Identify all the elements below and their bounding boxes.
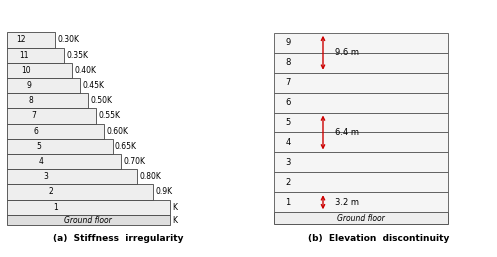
Text: 2: 2 xyxy=(285,178,291,187)
Text: 12: 12 xyxy=(16,35,26,44)
Text: 0.70K: 0.70K xyxy=(123,157,145,166)
Text: 9.6 m: 9.6 m xyxy=(335,48,359,57)
Text: 3: 3 xyxy=(43,172,48,181)
Bar xyxy=(6,184,153,199)
Text: 4: 4 xyxy=(38,157,43,166)
Bar xyxy=(6,32,56,48)
Text: 9: 9 xyxy=(285,38,291,47)
Text: 11: 11 xyxy=(19,51,28,60)
Text: 1: 1 xyxy=(285,198,291,207)
Text: Ground floor: Ground floor xyxy=(337,214,385,223)
Text: 6: 6 xyxy=(285,98,291,107)
Text: 1: 1 xyxy=(53,203,58,212)
Text: 6: 6 xyxy=(33,127,38,136)
Text: 7: 7 xyxy=(285,78,291,87)
Text: 0.40K: 0.40K xyxy=(74,66,96,75)
Text: 5: 5 xyxy=(36,142,41,151)
Text: 0.60K: 0.60K xyxy=(107,127,129,136)
Bar xyxy=(6,108,96,124)
Text: 3.2 m: 3.2 m xyxy=(335,198,359,207)
Text: 0.80K: 0.80K xyxy=(140,172,162,181)
Text: 0.30K: 0.30K xyxy=(58,35,80,44)
Bar xyxy=(6,199,169,215)
Text: 8: 8 xyxy=(29,96,33,105)
Bar xyxy=(274,133,448,152)
Bar xyxy=(274,93,448,113)
Text: 0.65K: 0.65K xyxy=(115,142,137,151)
Text: K: K xyxy=(172,216,177,225)
Bar xyxy=(274,192,448,212)
Text: Ground floor: Ground floor xyxy=(64,216,112,225)
Bar xyxy=(6,93,88,108)
Text: 10: 10 xyxy=(21,66,31,75)
Bar xyxy=(6,169,137,184)
Bar xyxy=(274,33,448,53)
Text: 0.50K: 0.50K xyxy=(90,96,112,105)
Text: 0.55K: 0.55K xyxy=(99,112,121,121)
Text: K: K xyxy=(172,203,177,212)
Bar xyxy=(6,63,72,78)
Text: 8: 8 xyxy=(285,58,291,67)
Bar xyxy=(274,152,448,172)
Text: 5: 5 xyxy=(285,118,291,127)
Text: 2: 2 xyxy=(48,187,53,196)
Text: 7: 7 xyxy=(31,112,36,121)
Bar xyxy=(6,48,64,63)
Bar xyxy=(274,73,448,93)
Text: 4: 4 xyxy=(285,138,291,147)
Text: (b)  Elevation  discontinuity: (b) Elevation discontinuity xyxy=(308,234,449,243)
Bar xyxy=(6,154,121,169)
Bar xyxy=(274,212,448,224)
Bar xyxy=(274,113,448,133)
Text: (a)  Stiffness  irregularity: (a) Stiffness irregularity xyxy=(53,234,183,243)
Bar xyxy=(274,172,448,192)
Bar xyxy=(6,215,169,225)
Text: 0.45K: 0.45K xyxy=(83,81,104,90)
Bar xyxy=(6,139,112,154)
Text: 9: 9 xyxy=(26,81,31,90)
Text: 0.9K: 0.9K xyxy=(156,187,173,196)
Text: 3: 3 xyxy=(285,158,291,167)
Text: 6.4 m: 6.4 m xyxy=(335,128,359,137)
Bar xyxy=(6,78,80,93)
Bar xyxy=(6,124,104,139)
Bar xyxy=(274,53,448,73)
Text: 0.35K: 0.35K xyxy=(66,51,88,60)
